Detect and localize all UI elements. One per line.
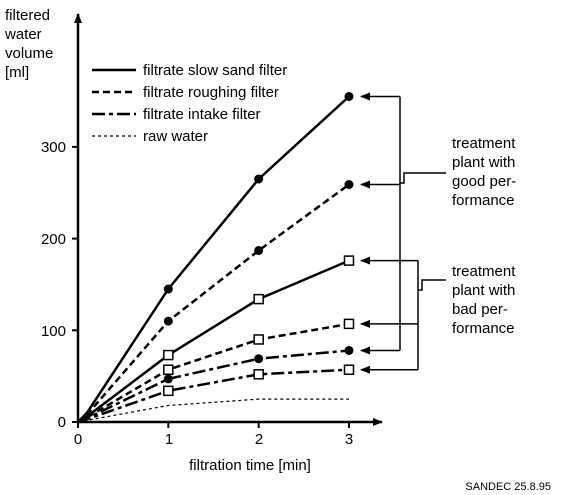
- annotation-bad-line-2: plant with: [452, 282, 515, 299]
- series-1-point-2: [163, 284, 173, 294]
- series-4-point-2: [163, 364, 174, 375]
- y-tick-label-300: 300: [41, 139, 66, 156]
- series-4-point-3: [253, 334, 264, 345]
- series-5-line: [77, 349, 350, 424]
- bracket-bad: [360, 256, 446, 374]
- series-layer: [77, 91, 355, 424]
- x-tick-label-3: 3: [345, 431, 353, 448]
- bracket-good: [360, 92, 446, 355]
- series-5: [77, 345, 354, 424]
- bracket-good-connector: [400, 172, 446, 184]
- y-axis-label-line-2: water: [4, 26, 42, 43]
- series-1-point-4: [344, 91, 354, 101]
- legend-label-roughing: filtrate roughing filter: [143, 84, 279, 101]
- legend: filtrate slow sand filter filtrate rough…: [92, 62, 287, 145]
- annotation-good-line-2: plant with: [452, 154, 515, 171]
- y-tick-label-100: 100: [41, 323, 66, 340]
- legend-label-raw-water: raw water: [143, 128, 208, 145]
- series-6: [77, 364, 355, 424]
- annotation-good-line-4: formance: [452, 192, 515, 209]
- series-6-point-2: [163, 385, 174, 397]
- series-6-point-4: [343, 364, 355, 375]
- series-5-point-3: [254, 354, 264, 364]
- series-5-point-4: [344, 345, 354, 355]
- y-axis-label-line-1: filtered: [5, 7, 50, 24]
- y-tick-label-0: 0: [58, 414, 66, 431]
- annotation-bad-line-3: bad per-: [452, 301, 508, 318]
- series-2-line: [77, 183, 350, 423]
- annotation-brackets: [360, 92, 446, 374]
- series-3-point-4: [343, 255, 355, 266]
- series-5-point-2: [163, 374, 173, 384]
- bracket-bad-connector: [418, 279, 446, 291]
- series-3-point-2: [163, 349, 174, 361]
- series-7-line: [77, 398, 349, 423]
- axis-ticks: [72, 145, 350, 428]
- x-tick-label-0: 0: [74, 431, 82, 448]
- legend-label-intake: filtrate intake filter: [143, 106, 261, 123]
- y-tick-label-200: 200: [41, 231, 66, 248]
- series-7: [77, 398, 349, 423]
- series-1-point-3: [254, 174, 264, 184]
- x-tick-label-1: 1: [165, 431, 173, 448]
- series-4-point-4: [343, 318, 355, 330]
- credit-text: SANDEC 25.8.95: [465, 481, 551, 493]
- y-axis-label-line-4: [ml]: [5, 64, 29, 81]
- annotation-bad-line-1: treatment: [452, 263, 516, 280]
- series-2-point-2: [163, 316, 173, 326]
- series-2-point-3: [254, 246, 264, 256]
- series-6-point-3: [253, 369, 264, 380]
- annotation-good-line-1: treatment: [452, 135, 516, 152]
- annotation-bad-line-4: formance: [452, 320, 515, 337]
- series-3-point-3: [253, 293, 264, 305]
- annotation-good-line-3: good per-: [452, 173, 516, 190]
- x-axis-label: filtration time [min]: [189, 457, 311, 474]
- series-2-point-4: [344, 179, 354, 189]
- series-2: [77, 179, 354, 423]
- legend-label-slow-sand: filtrate slow sand filter: [143, 62, 287, 79]
- y-axis-label-line-3: volume: [5, 45, 53, 62]
- series-1: [77, 91, 354, 423]
- x-tick-label-2: 2: [255, 431, 263, 448]
- series-1-line: [77, 95, 350, 423]
